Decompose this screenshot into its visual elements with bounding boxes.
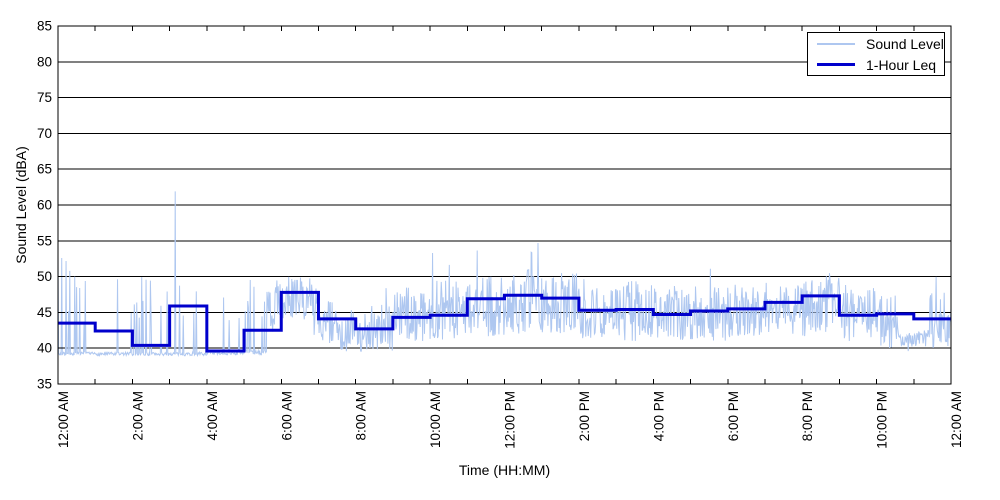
x-tick-label: 12:00 AM <box>56 391 71 448</box>
x-tick-label: 6:00 PM <box>726 391 741 441</box>
x-tick-label: 10:00 AM <box>428 391 443 448</box>
x-tick-label: 10:00 PM <box>875 391 890 449</box>
y-tick-label: 85 <box>37 19 52 34</box>
x-tick-label: 12:00 PM <box>503 391 518 449</box>
leq-line-swatch <box>817 63 855 66</box>
legend-label-1-hour-leq: 1-Hour Leq <box>866 56 937 73</box>
y-tick-label: 50 <box>37 269 52 284</box>
legend: Sound Level 1-Hour Leq <box>807 32 945 76</box>
x-tick-label: 2:00 PM <box>577 391 592 441</box>
legend-entry-1-hour-leq: 1-Hour Leq <box>808 54 944 75</box>
y-axis-title: Sound Level (dBA) <box>13 146 29 264</box>
x-tick-label: 6:00 AM <box>279 391 294 441</box>
y-tick-label: 40 <box>37 341 52 356</box>
x-tick-label: 4:00 PM <box>651 391 666 441</box>
y-tick-label: 80 <box>37 54 52 69</box>
x-tick-label: 12:00 AM <box>949 391 964 448</box>
y-tick-label: 75 <box>37 90 52 105</box>
y-tick-label: 35 <box>37 377 52 392</box>
y-tick-label: 65 <box>37 162 52 177</box>
legend-label-sound-level: Sound Level <box>866 35 944 52</box>
y-tick-label: 45 <box>37 305 52 320</box>
x-tick-label: 4:00 AM <box>205 391 220 441</box>
legend-entry-sound-level: Sound Level <box>808 33 944 54</box>
x-tick-label: 8:00 AM <box>354 391 369 441</box>
y-tick-label: 70 <box>37 126 52 141</box>
x-tick-label: 2:00 AM <box>130 391 145 441</box>
sound-level-line-swatch <box>817 42 855 45</box>
y-tick-label: 60 <box>37 198 52 213</box>
y-tick-label: 55 <box>37 233 52 248</box>
x-axis-title: Time (HH:MM) <box>458 462 551 478</box>
x-tick-label: 8:00 PM <box>800 391 815 441</box>
